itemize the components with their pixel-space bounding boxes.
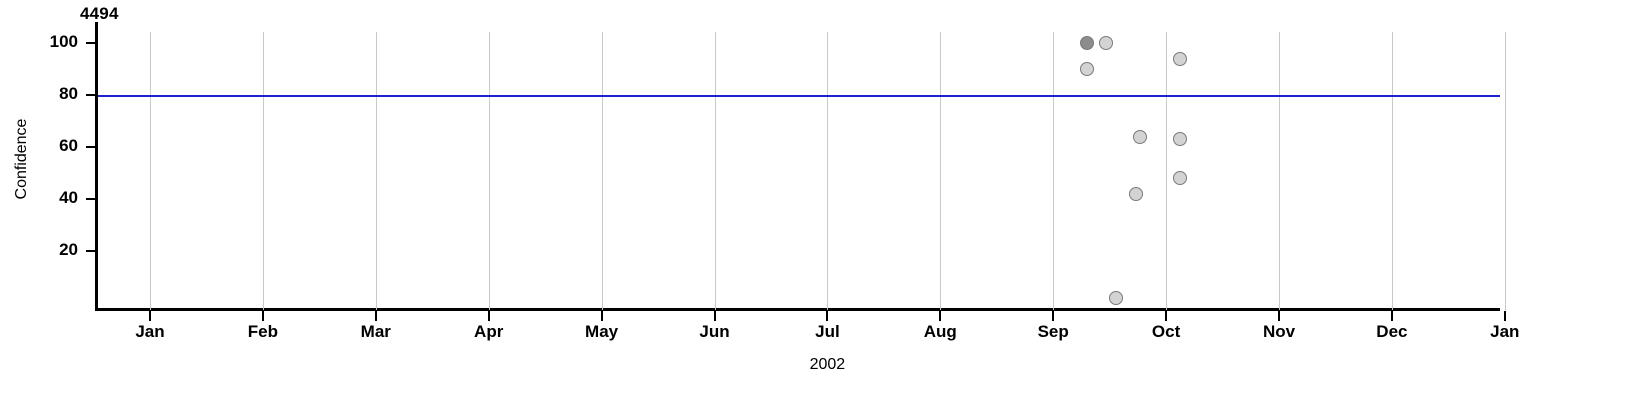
gridline xyxy=(1391,32,1393,310)
gridline xyxy=(1166,32,1168,310)
y-tick-label: 80 xyxy=(59,84,78,103)
data-point xyxy=(1128,186,1143,201)
x-tick xyxy=(1278,311,1280,321)
x-tick-label: Aug xyxy=(923,322,957,341)
x-tick xyxy=(1390,311,1393,321)
x-tick xyxy=(374,311,377,321)
x-tick-label: Dec xyxy=(1376,322,1408,341)
x-tick-label: Jan xyxy=(1490,322,1520,341)
x-tick xyxy=(826,311,829,321)
gridline xyxy=(488,32,490,310)
chart-title: 4494 xyxy=(80,4,119,23)
x-tick-label: Mar xyxy=(360,322,391,341)
y-axis-line xyxy=(95,22,98,310)
x-tick-label: Oct xyxy=(1151,322,1181,341)
x-tick xyxy=(149,311,151,321)
x-tick-label: Nov xyxy=(1262,322,1296,341)
gridline xyxy=(940,32,942,310)
x-tick-label: Jan xyxy=(135,322,165,341)
data-point xyxy=(1080,62,1095,76)
x-tick-label: Feb xyxy=(247,322,278,341)
y-tick xyxy=(86,42,95,44)
gridline xyxy=(1053,32,1055,310)
y-tick-label: 40 xyxy=(59,188,78,207)
x-tick-label: Jun xyxy=(699,322,730,341)
gridline xyxy=(1279,32,1280,310)
gridline xyxy=(1504,32,1506,310)
gridline xyxy=(262,32,264,310)
x-tick xyxy=(1052,311,1055,321)
x-tick-label: Apr xyxy=(474,322,504,341)
x-axis-line xyxy=(95,308,1500,311)
x-tick xyxy=(487,311,490,321)
x-tick xyxy=(600,311,603,321)
y-tick xyxy=(86,198,95,200)
data-point xyxy=(1172,171,1187,186)
x-tick xyxy=(1165,311,1168,321)
reference-line xyxy=(98,95,1500,97)
gridline xyxy=(375,32,377,310)
gridline xyxy=(714,32,716,310)
x-tick xyxy=(713,311,716,321)
y-tick-label: 60 xyxy=(59,136,78,155)
data-point xyxy=(1172,51,1187,66)
data-point xyxy=(1133,129,1148,144)
y-tick-label: 100 xyxy=(49,32,78,51)
gridline xyxy=(827,32,829,310)
data-point xyxy=(1099,36,1114,50)
gridline xyxy=(150,32,151,310)
data-point xyxy=(1109,290,1124,305)
x-tick-label: May xyxy=(585,322,619,341)
x-tick xyxy=(261,311,264,321)
x-axis-label: 2002 xyxy=(809,356,846,373)
y-tick xyxy=(86,94,95,96)
gridline xyxy=(601,32,603,310)
y-tick xyxy=(86,250,95,252)
plot-area xyxy=(95,10,1500,310)
y-axis-label: Confidence xyxy=(13,118,30,200)
data-point xyxy=(1172,132,1187,147)
x-tick-label: Jul xyxy=(815,322,840,341)
x-tick xyxy=(1503,311,1506,321)
x-tick-label: Sep xyxy=(1037,322,1069,341)
x-tick xyxy=(939,311,942,321)
y-tick xyxy=(86,146,95,148)
y-tick-label: 20 xyxy=(59,240,78,259)
data-point xyxy=(1080,36,1095,50)
